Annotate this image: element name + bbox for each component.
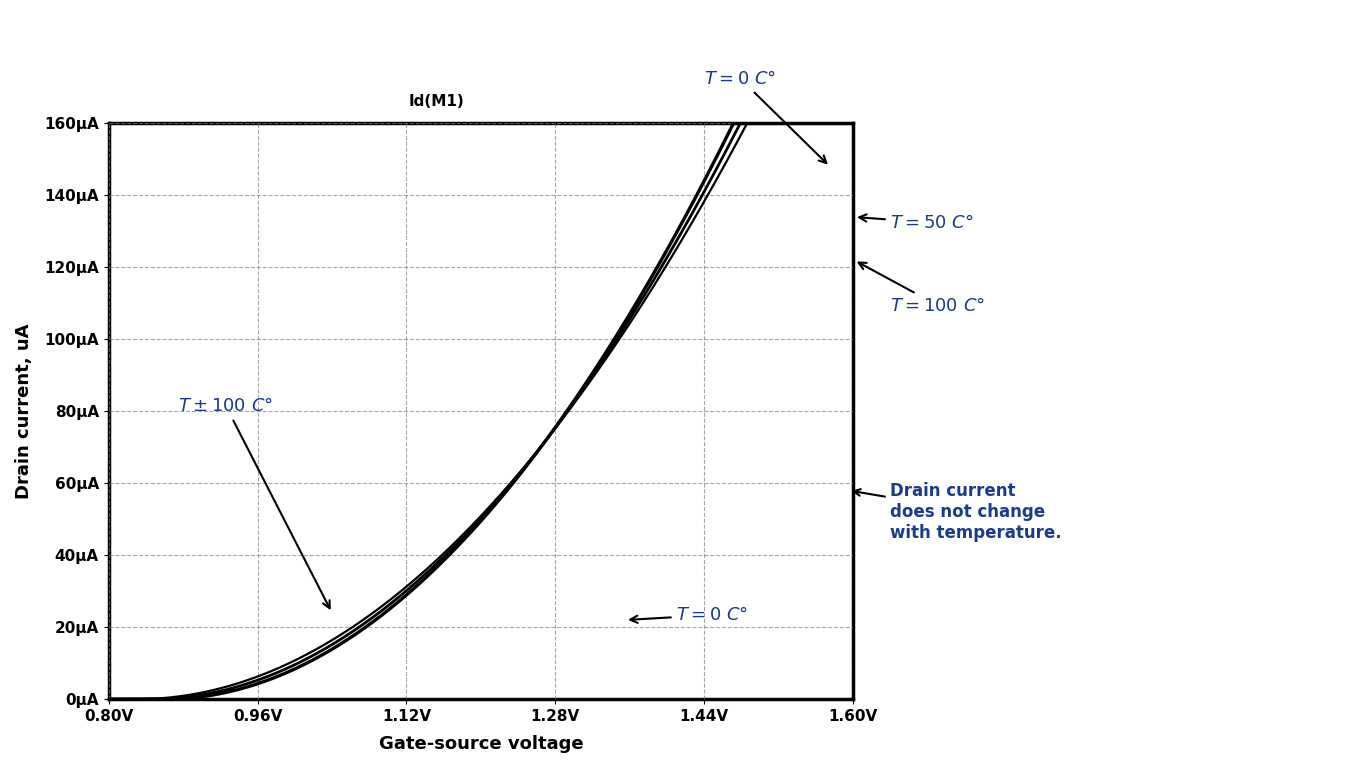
Text: Id(M1): Id(M1) xyxy=(408,94,464,109)
Text: $T=0\ C\degree$: $T=0\ C\degree$ xyxy=(630,606,749,624)
Text: Drain current
does not change
with temperature.: Drain current does not change with tempe… xyxy=(854,482,1063,542)
Text: $T=0\ C\degree$: $T=0\ C\degree$ xyxy=(705,70,826,163)
Text: $T\pm100\ C\degree$: $T\pm100\ C\degree$ xyxy=(179,397,329,608)
Y-axis label: Drain current, uA: Drain current, uA xyxy=(15,323,33,499)
Text: $T=100\ C\degree$: $T=100\ C\degree$ xyxy=(859,263,986,315)
X-axis label: Gate-source voltage: Gate-source voltage xyxy=(378,735,583,753)
Text: $T=50\ C\degree$: $T=50\ C\degree$ xyxy=(859,214,974,232)
